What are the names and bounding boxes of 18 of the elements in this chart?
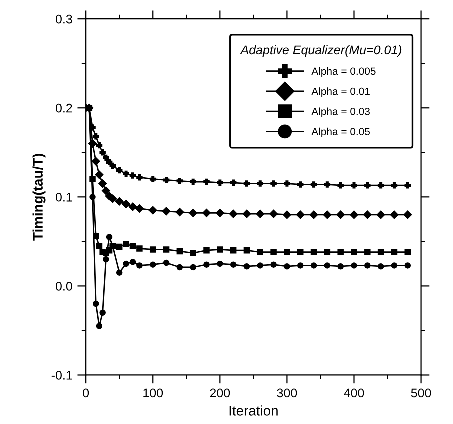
y-tick-label: 0.0 [56, 282, 72, 291]
x-tick-label: 500 [411, 388, 432, 398]
y-tick-label: 0.1 [56, 192, 72, 202]
x-axis-title: Iteration [230, 406, 278, 416]
y-tick-label: 0.3 [56, 14, 72, 24]
legend-label: Alpha = 0.05 [312, 128, 370, 138]
legend-label: Alpha = 0.03 [312, 108, 370, 118]
legend-label: Alpha = 0.01 [312, 88, 370, 98]
x-tick-label: 100 [144, 388, 164, 398]
legend-label: Alpha = 0.005 [312, 67, 376, 78]
x-tick-label: 300 [277, 388, 298, 398]
legend-title: Adaptive Equalizer(Mu=0.01) [240, 45, 402, 58]
x-tick-label: 400 [344, 388, 364, 398]
x-tick-label: 200 [210, 388, 230, 398]
y-axis-title: Timing(tau/T) [32, 154, 46, 241]
y-tick-label: -0.1 [52, 371, 72, 380]
y-tick-label: 0.2 [56, 104, 72, 113]
x-tick-label: 0 [83, 388, 90, 398]
